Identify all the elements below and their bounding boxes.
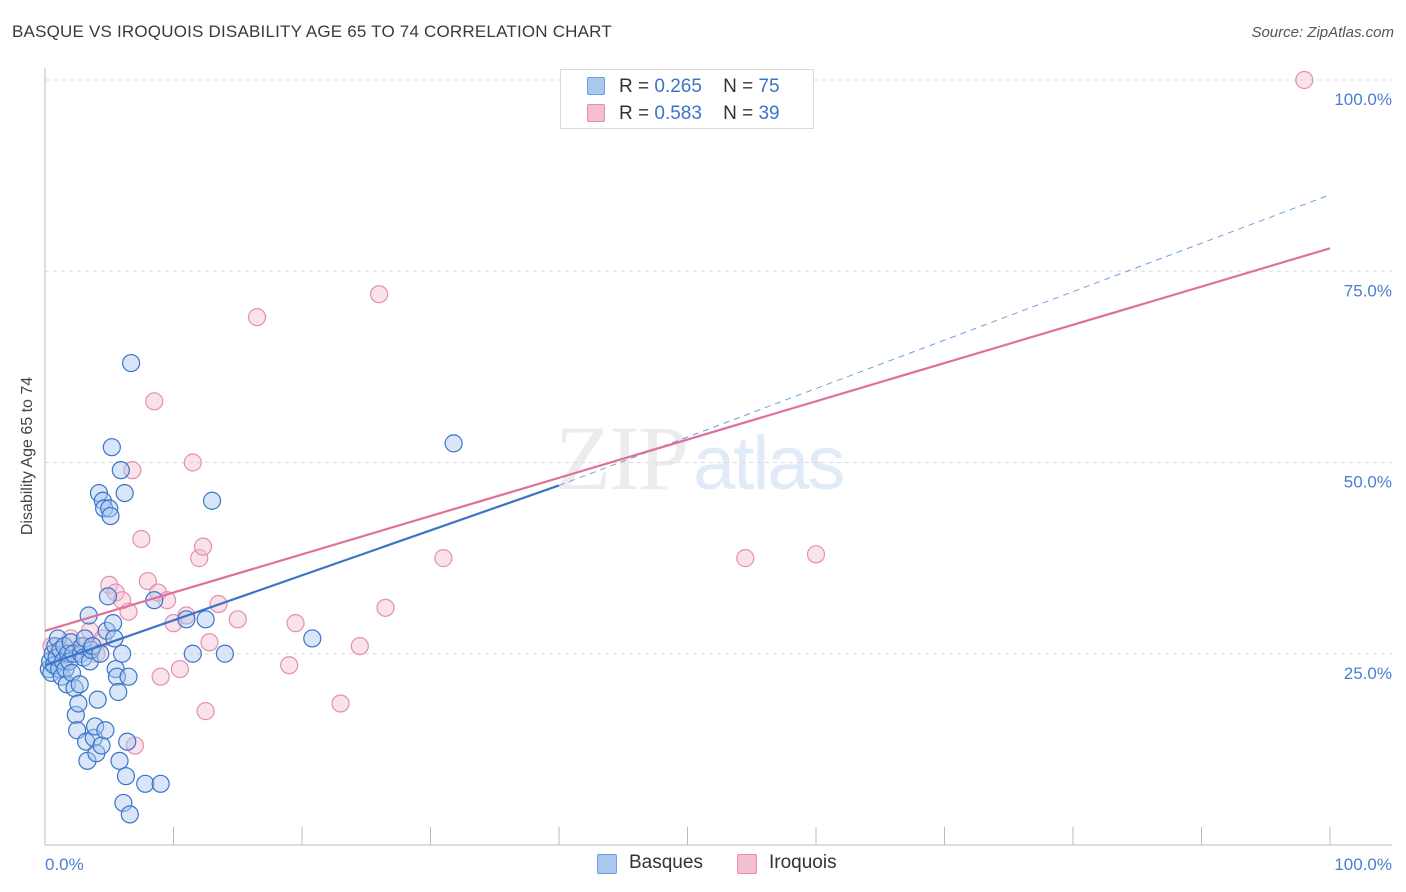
- x-tick-label-min: 0.0%: [45, 855, 84, 874]
- n-label: N =: [723, 76, 754, 97]
- basques-point: [215, 644, 234, 663]
- basques-point: [118, 732, 137, 751]
- y-tick-label: 100.0%: [1334, 90, 1392, 109]
- r-value-iroquois: 0.583: [654, 103, 702, 124]
- iroquois-point: [280, 656, 299, 675]
- watermark: ZIPatlas: [555, 405, 846, 511]
- basques-point: [88, 690, 107, 709]
- iroquois-point: [806, 545, 826, 564]
- legend-basques-text: R = 0.265 N = 75: [619, 76, 780, 98]
- basques-trend-extension: [558, 194, 1331, 486]
- iroquois-point: [1295, 70, 1314, 90]
- iroquois-legend-swatch: [737, 854, 757, 874]
- basques-point: [110, 751, 129, 770]
- basques-swatch: [587, 77, 605, 95]
- basques-point: [183, 644, 202, 663]
- basques-legend-swatch: [597, 854, 617, 874]
- iroquois-legend-label: Iroquois: [769, 852, 837, 873]
- iroquois-point: [286, 614, 305, 633]
- basques-point: [444, 434, 463, 453]
- basques-point: [69, 694, 88, 713]
- iroquois-point: [183, 453, 202, 472]
- iroquois-point: [376, 598, 395, 617]
- iroquois-point: [370, 285, 389, 304]
- y-tick-label: 50.0%: [1344, 473, 1392, 492]
- basques-point: [102, 438, 121, 457]
- basques-point: [101, 506, 120, 526]
- iroquois-point: [170, 659, 190, 679]
- basques-point: [104, 614, 123, 633]
- basques-point: [92, 736, 111, 755]
- stats-legend: R = 0.265 N = 75 R = 0.583 N = 39: [560, 69, 814, 129]
- basques-point: [109, 682, 128, 702]
- basques-point: [303, 629, 322, 648]
- basques-point: [98, 587, 118, 606]
- iroquois-point: [434, 549, 453, 568]
- iroquois-point: [145, 392, 164, 411]
- basques-point: [100, 499, 119, 518]
- iroquois-point: [200, 633, 219, 652]
- basques-point: [61, 633, 80, 652]
- basques-point: [114, 793, 133, 813]
- basques-point: [151, 774, 170, 793]
- basques-point: [202, 491, 222, 510]
- y-tick-label: 25.0%: [1344, 664, 1392, 683]
- chart-source: Source: ZipAtlas.com: [1251, 24, 1394, 41]
- legend-iroquois-text: R = 0.583 N = 39: [619, 103, 780, 125]
- basques-point: [111, 461, 130, 480]
- basques-point: [119, 667, 138, 686]
- basques-point: [136, 774, 155, 793]
- basques-legend-label: Basques: [629, 852, 703, 873]
- basques-point: [80, 652, 100, 671]
- basques-trend-line: [44, 484, 560, 667]
- basques-point: [112, 644, 132, 663]
- x-tick-label-max: 100.0%: [1334, 855, 1392, 874]
- iroquois-point: [736, 549, 755, 568]
- basques-point: [120, 805, 139, 824]
- iroquois-point: [228, 610, 247, 629]
- chart-title: BASQUE VS IROQUOIS DISABILITY AGE 65 TO …: [12, 22, 612, 41]
- iroquois-point: [132, 529, 151, 549]
- r-label: R =: [619, 76, 650, 97]
- n-label: N =: [723, 103, 754, 124]
- iroquois-point: [331, 694, 350, 713]
- n-value-iroquois: 39: [758, 103, 780, 124]
- basques-point: [70, 675, 89, 694]
- r-label: R =: [619, 103, 650, 124]
- iroquois-point: [350, 636, 369, 656]
- iroquois-point: [196, 702, 215, 721]
- basques-point: [86, 717, 105, 736]
- iroquois-point: [151, 667, 170, 686]
- iroquois-point: [138, 571, 157, 591]
- basques-point: [115, 484, 134, 503]
- r-value-basques: 0.265: [654, 76, 702, 97]
- basques-point: [75, 629, 94, 648]
- basques-point: [66, 705, 85, 725]
- iroquois-trend-line: [44, 247, 1331, 632]
- iroquois-swatch: [587, 104, 605, 122]
- basques-point: [196, 610, 215, 629]
- basques-point: [121, 353, 141, 373]
- y-tick-label: 75.0%: [1344, 281, 1392, 300]
- iroquois-point: [193, 537, 213, 556]
- basques-point: [96, 721, 115, 740]
- iroquois-point: [247, 308, 267, 327]
- basques-point: [116, 767, 136, 786]
- iroquois-point: [190, 549, 209, 568]
- watermark-atlas: atlas: [693, 421, 846, 506]
- n-value-basques: 75: [758, 76, 780, 97]
